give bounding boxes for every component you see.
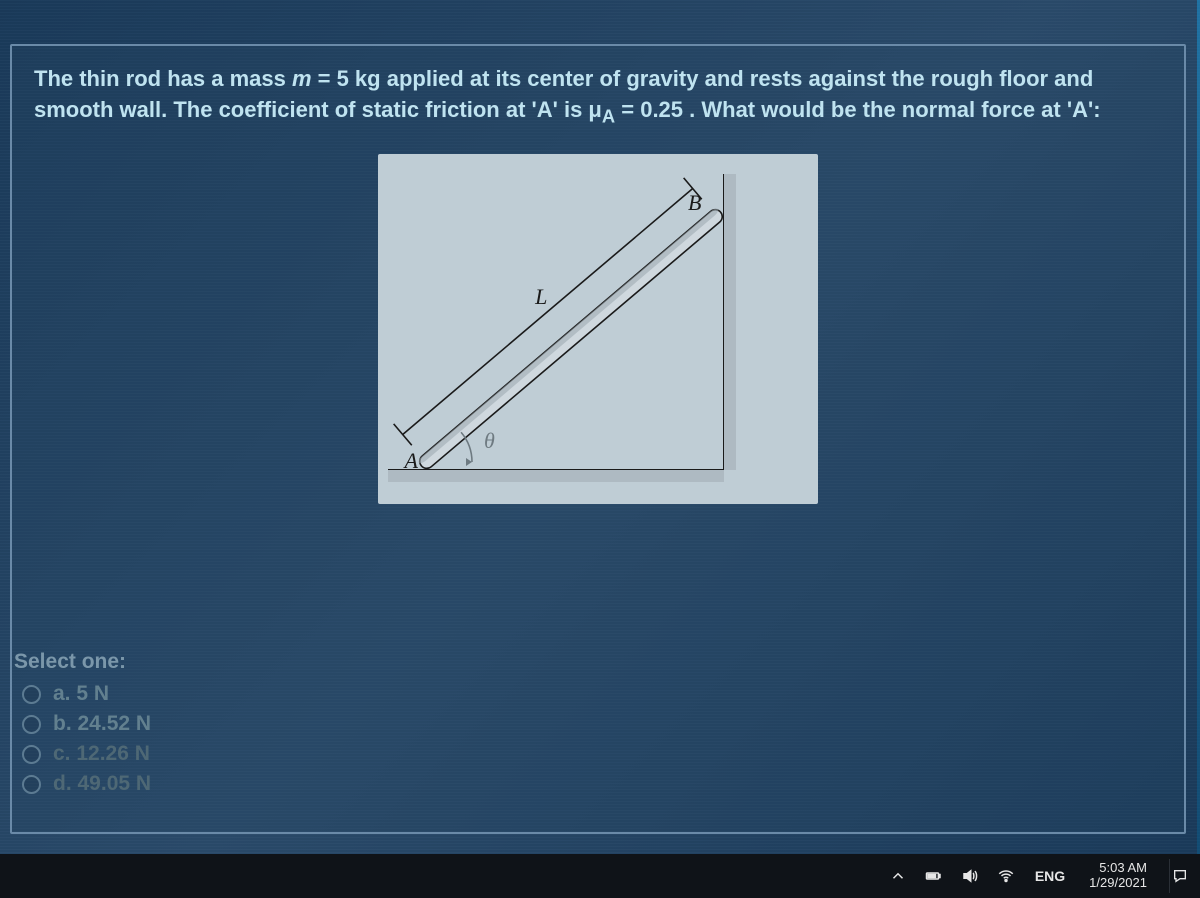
answer-option-a[interactable]: a. 5 N: [12, 682, 151, 706]
battery-icon[interactable]: [923, 865, 945, 887]
diagram-container: Lθ A B: [34, 154, 1162, 509]
svg-text:L: L: [534, 284, 547, 309]
taskbar-clock[interactable]: 5:03 AM 1/29/2021: [1083, 861, 1151, 891]
answer-text: b. 24.52 N: [53, 712, 151, 736]
question-stem: The thin rod has a mass m = 5 kg applied…: [34, 64, 1162, 129]
answer-text: d. 49.05 N: [53, 772, 151, 796]
rod-diagram: Lθ A B: [378, 154, 818, 504]
wifi-icon[interactable]: [995, 865, 1017, 887]
language-indicator[interactable]: ENG: [1031, 868, 1069, 884]
clock-time: 5:03 AM: [1099, 861, 1147, 876]
volume-icon[interactable]: [959, 865, 981, 887]
answer-option-d[interactable]: d. 49.05 N: [12, 772, 151, 796]
radio-icon: [22, 715, 41, 734]
windows-taskbar: ENG 5:03 AM 1/29/2021: [0, 854, 1200, 898]
svg-text:A: A: [403, 448, 419, 473]
radio-icon: [22, 685, 41, 704]
answer-text: a. 5 N: [53, 682, 109, 706]
question-card: The thin rod has a mass m = 5 kg applied…: [10, 44, 1186, 834]
radio-icon: [22, 775, 41, 794]
svg-text:B: B: [688, 190, 701, 215]
answers-block: Select one: a. 5 N b. 24.52 N c. 12.26 N d.…: [12, 650, 151, 802]
chevron-up-icon[interactable]: [887, 865, 909, 887]
select-one-label: Select one:: [12, 650, 151, 674]
answer-option-c[interactable]: c. 12.26 N: [12, 742, 151, 766]
svg-text:θ: θ: [484, 428, 495, 453]
answer-text: c. 12.26 N: [53, 742, 150, 766]
answer-option-b[interactable]: b. 24.52 N: [12, 712, 151, 736]
notifications-icon[interactable]: [1169, 859, 1190, 893]
clock-date: 1/29/2021: [1089, 876, 1147, 891]
radio-icon: [22, 745, 41, 764]
